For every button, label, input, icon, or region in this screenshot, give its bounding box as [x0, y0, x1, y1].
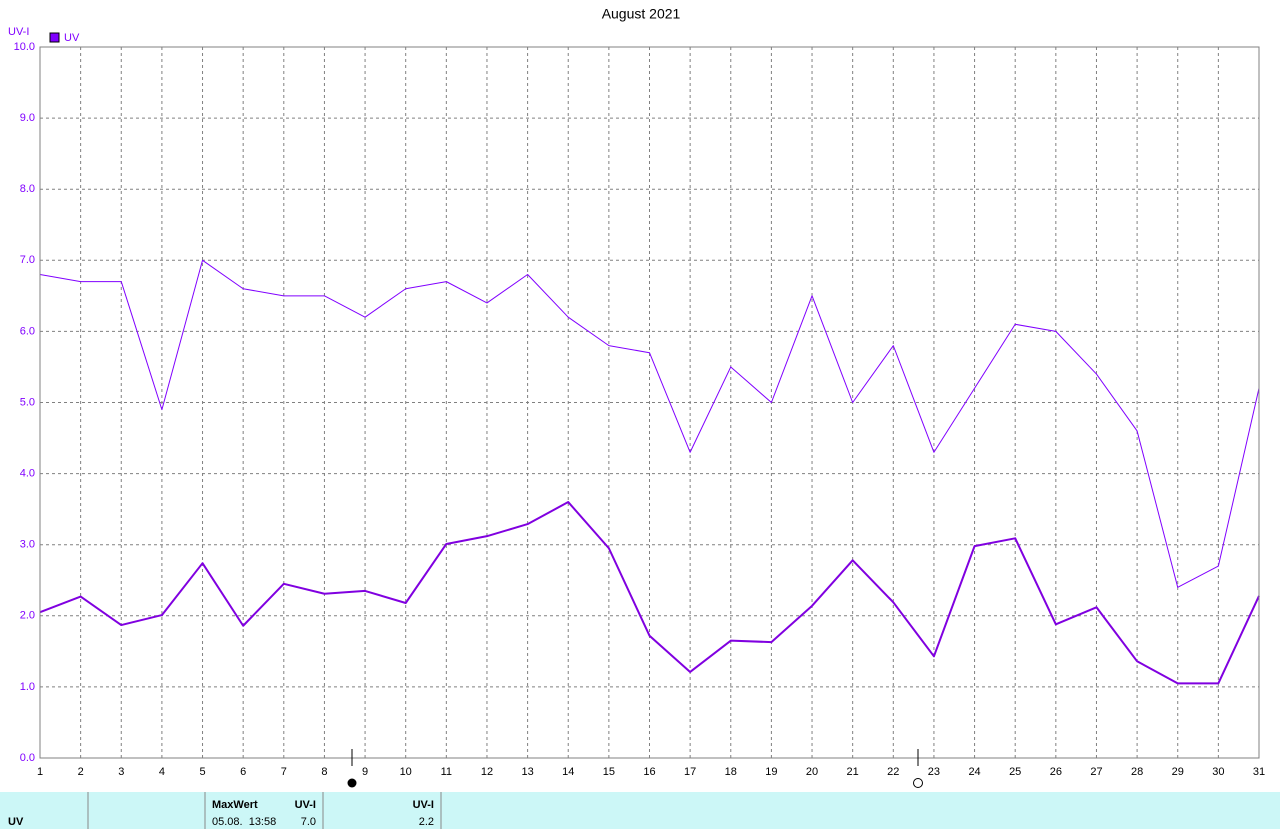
x-tick-label: 8 [321, 766, 327, 778]
x-tick-label: 15 [603, 766, 615, 778]
x-tick-label: 28 [1131, 766, 1143, 778]
chart-title: August 2021 [602, 6, 681, 22]
y-tick-label: 10.0 [14, 41, 35, 53]
y-tick-label: 6.0 [20, 325, 35, 337]
x-tick-label: 31 [1253, 766, 1265, 778]
y-tick-label: 2.0 [20, 610, 35, 622]
y-tick-label: 4.0 [20, 468, 35, 480]
y-tick-label: 1.0 [20, 681, 35, 693]
table-row-label: UV [8, 816, 24, 828]
legend-swatch [49, 32, 60, 43]
y-tick-label: 0.0 [20, 752, 35, 764]
x-tick-label: 19 [765, 766, 777, 778]
x-tick-label: 13 [521, 766, 533, 778]
x-tick-label: 21 [847, 766, 859, 778]
summary-table: UV MaxWert UV-I 05.08. 13:58 7.0 UV-I 2.… [0, 792, 1280, 829]
x-tick-label: 12 [481, 766, 493, 778]
x-tick-label: 1 [37, 766, 43, 778]
data-line [39, 501, 1260, 685]
x-tick-label: 7 [281, 766, 287, 778]
legend-label: UV [64, 32, 80, 44]
y-tick-label: 5.0 [20, 396, 35, 408]
x-tick-label: 30 [1212, 766, 1224, 778]
y-tick-label: 7.0 [20, 254, 35, 266]
x-tick-label: 29 [1172, 766, 1184, 778]
x-tick-label: 10 [400, 766, 412, 778]
table-value: 2.2 [419, 816, 434, 828]
x-tick-label: 24 [968, 766, 980, 778]
x-tick-label: 14 [562, 766, 574, 778]
new-moon-icon [913, 778, 923, 788]
x-tick-label: 5 [199, 766, 205, 778]
y-tick-label: 3.0 [20, 539, 35, 551]
x-tick-label: 22 [887, 766, 899, 778]
x-tick-label: 18 [725, 766, 737, 778]
x-tick-label: 27 [1090, 766, 1102, 778]
full-moon-icon [347, 778, 357, 788]
table-background [0, 792, 1280, 829]
x-tick-label: 26 [1050, 766, 1062, 778]
x-tick-label: 25 [1009, 766, 1021, 778]
x-tick-label: 2 [78, 766, 84, 778]
x-tick-label: 23 [928, 766, 940, 778]
y-axis-label: UV-I [8, 26, 29, 38]
x-tick-label: 11 [441, 766, 452, 778]
x-tick-label: 6 [240, 766, 246, 778]
table-unit: UV-I [295, 799, 316, 811]
table-header: MaxWert [212, 799, 258, 811]
table-value: 7.0 [301, 816, 316, 828]
x-tick-label: 17 [684, 766, 696, 778]
x-tick-label: 3 [118, 766, 124, 778]
table-unit: UV-I [413, 799, 434, 811]
x-tick-label: 20 [806, 766, 818, 778]
x-tick-label: 4 [159, 766, 165, 778]
x-tick-label: 9 [362, 766, 368, 778]
plot-area: 0.01.02.03.04.05.06.07.08.09.010.01 2 3 4 5 6… [14, 41, 1266, 778]
data-line [39, 259, 1260, 588]
table-time: 05.08. 13:58 [212, 816, 276, 828]
plot-frame [39, 46, 1260, 759]
y-tick-label: 9.0 [20, 112, 35, 124]
x-tick-label: 16 [643, 766, 655, 778]
y-tick-label: 8.0 [20, 183, 35, 195]
